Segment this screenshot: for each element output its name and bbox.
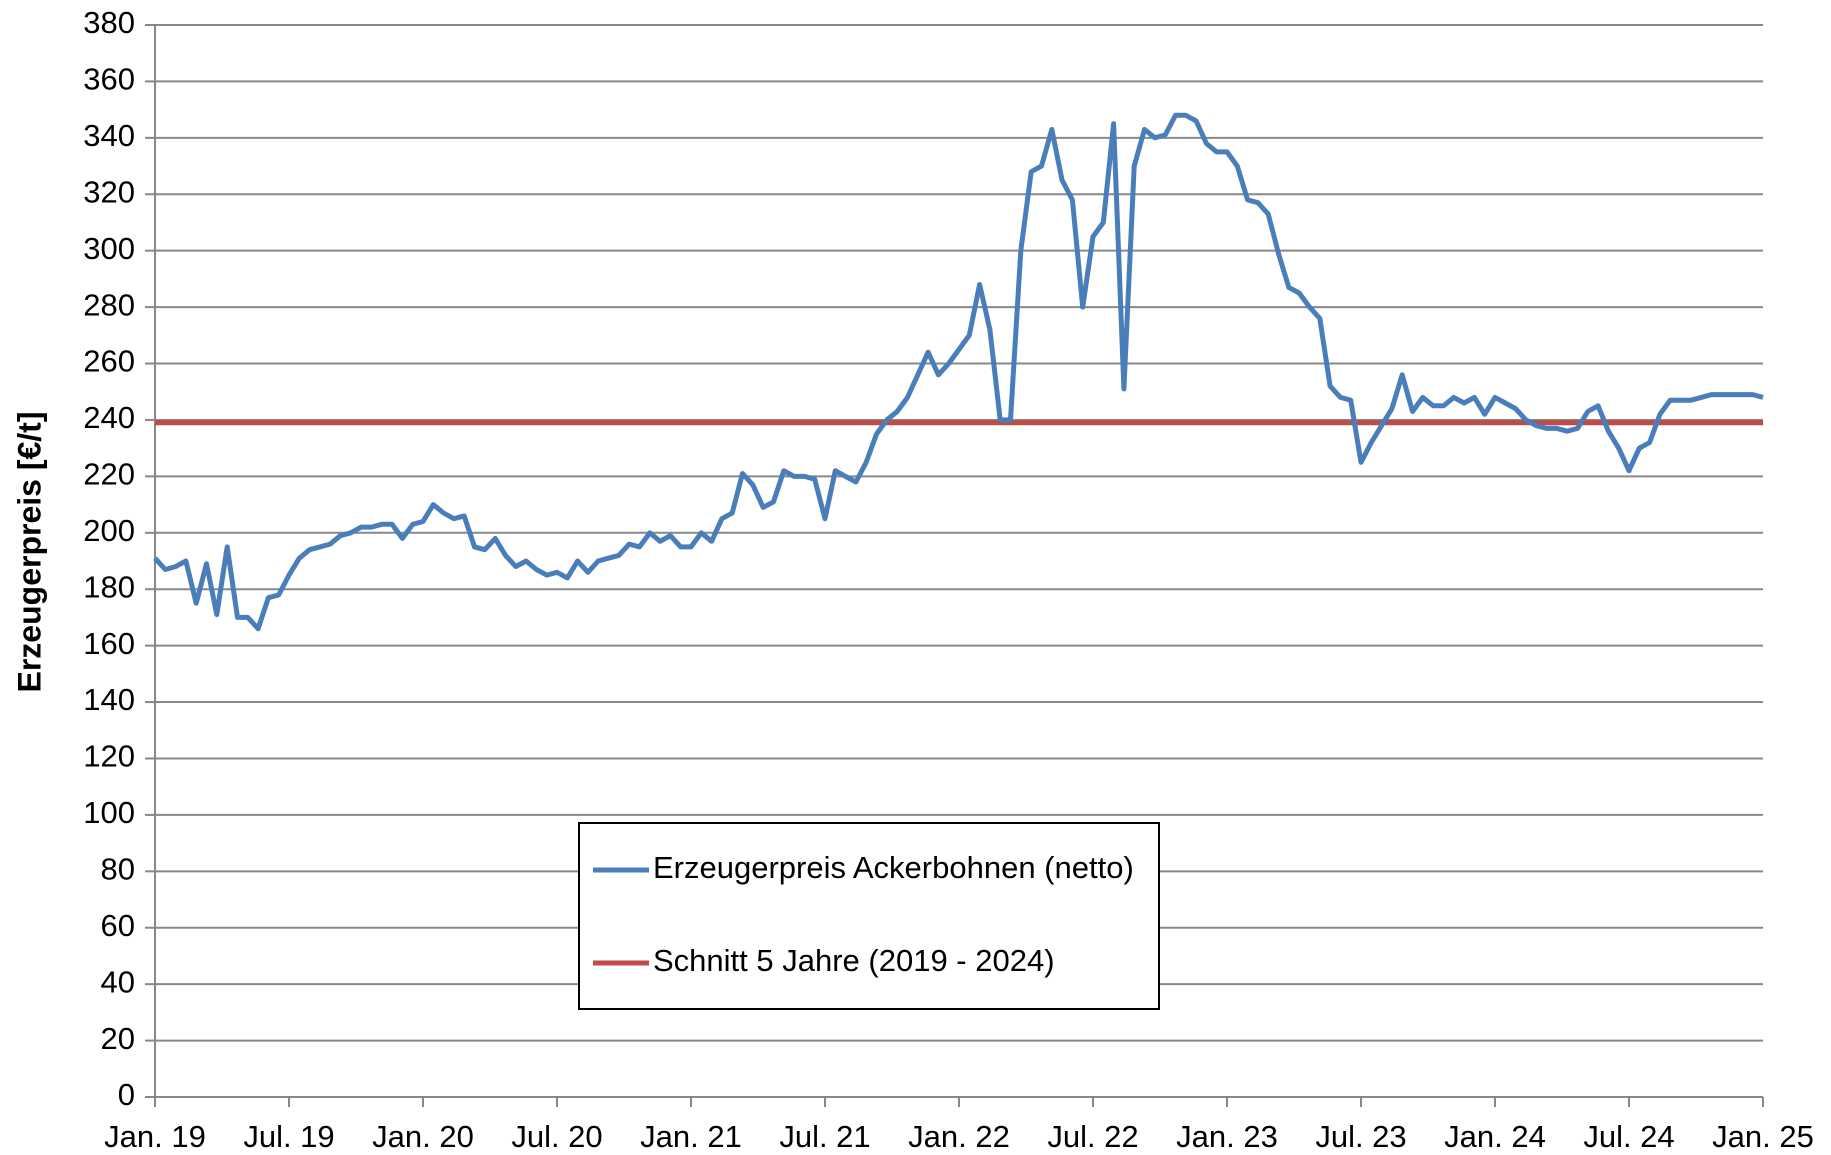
y-tick-label: 80 [101, 852, 135, 887]
y-tick-label: 60 [101, 908, 135, 943]
y-tick-label: 320 [83, 174, 135, 209]
y-tick-label: 200 [83, 513, 135, 548]
x-tick-label: Jan. 22 [908, 1119, 1010, 1154]
y-tick-label: 120 [83, 739, 135, 774]
x-tick-label: Jul. 20 [511, 1119, 602, 1154]
x-tick-label: Jul. 23 [1315, 1119, 1406, 1154]
x-tick-label: Jan. 24 [1444, 1119, 1546, 1154]
y-tick-label: 300 [83, 231, 135, 266]
y-tick-label: 180 [83, 569, 135, 604]
y-tick-label: 0 [118, 1077, 135, 1112]
x-tick-label: Jul. 21 [779, 1119, 870, 1154]
x-tick-label: Jan. 19 [104, 1119, 206, 1154]
y-tick-label: 380 [83, 5, 135, 40]
y-tick-label: 340 [83, 118, 135, 153]
data-line [153, 112, 1764, 632]
x-tick-label: Jul. 19 [243, 1119, 334, 1154]
y-tick-label: 100 [83, 795, 135, 830]
x-tick-label: Jul. 22 [1047, 1119, 1138, 1154]
y-tick-label: 20 [101, 1021, 135, 1056]
y-tick-label: 160 [83, 626, 135, 661]
y-axis-title: Erzeugerpreis [€/t] [11, 412, 47, 693]
x-tick-label: Jan. 23 [1176, 1119, 1278, 1154]
legend-label: Erzeugerpreis Ackerbohnen (netto) [653, 850, 1134, 885]
y-tick-label: 220 [83, 457, 135, 492]
y-tick-label: 360 [83, 62, 135, 97]
y-tick-label: 140 [83, 682, 135, 717]
x-tick-label: Jan. 21 [640, 1119, 742, 1154]
legend-label: Schnitt 5 Jahre (2019 - 2024) [653, 943, 1055, 978]
x-tick-label: Jul. 24 [1583, 1119, 1674, 1154]
y-tick-label: 40 [101, 964, 135, 999]
y-tick-label: 240 [83, 400, 135, 435]
y-tick-label: 260 [83, 344, 135, 379]
y-tick-label: 280 [83, 287, 135, 322]
x-tick-label: Jan. 20 [372, 1119, 474, 1154]
x-tick-label: Jan. 25 [1712, 1119, 1814, 1154]
legend-box [578, 822, 1160, 1010]
